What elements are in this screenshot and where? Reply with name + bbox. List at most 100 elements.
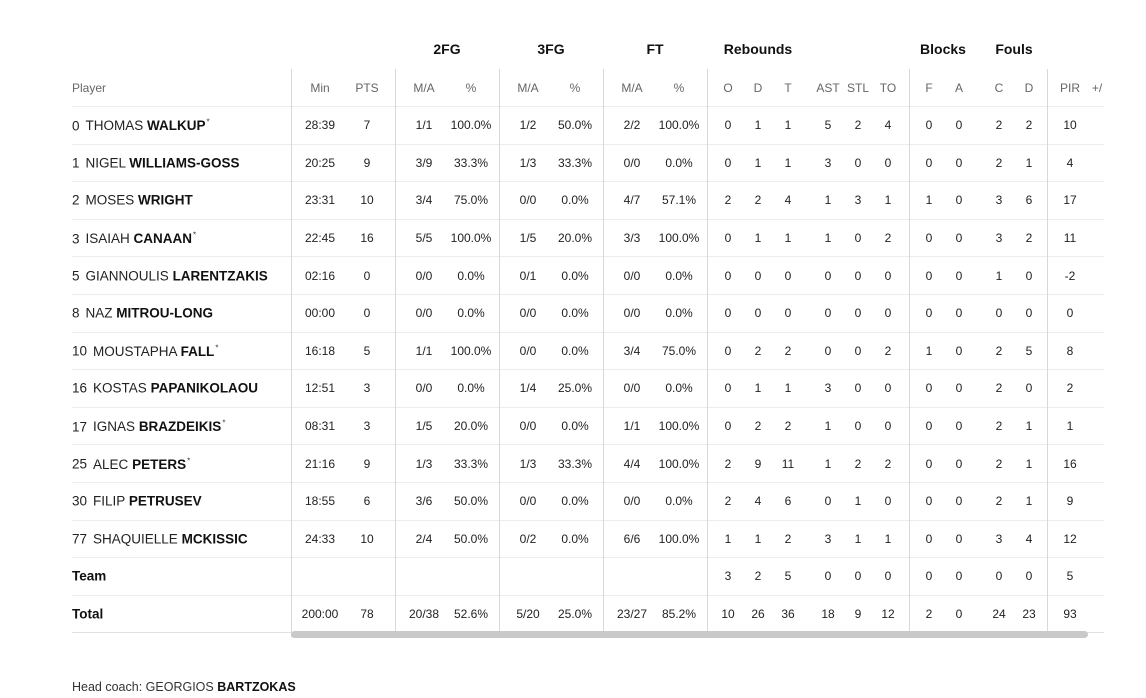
stat-fg3-ma: 0/2 — [519, 531, 537, 546]
total-row: Total 200:00 78 20/38 52.6% 5/20 25.0% 23/27 85.… — [72, 596, 1104, 634]
player-name[interactable]: 8 NAZ MITROU-LONG — [72, 306, 213, 321]
player-name[interactable]: 25 ALEC PETERS* — [72, 456, 190, 472]
player-name[interactable]: 10 MOUSTAPHA FALL* — [72, 343, 218, 359]
stat-pir: 8 — [1066, 343, 1074, 358]
stat-fg2-pct: 50.0% — [453, 494, 489, 509]
table-row[interactable]: 5 GIANNOULIS LARENTZAKIS 02:16 0 0/0 0.0% 0/1 0… — [72, 257, 1104, 295]
stat-blk-a: 0 — [955, 419, 963, 434]
stat-stl: 2 — [854, 456, 862, 471]
player-last-name: PETRUSEV — [128, 493, 202, 509]
col-header-ft-pct[interactable]: % — [673, 81, 685, 95]
player-first-name: KOSTAS — [93, 380, 147, 396]
col-header-foul-d[interactable]: D — [1024, 81, 1034, 95]
stat-min: 200:00 — [301, 607, 339, 622]
col-header-fg3-pct[interactable]: % — [569, 81, 581, 95]
stat-reb-t: 1 — [784, 155, 792, 170]
stat-fg3-pct: 0.0% — [561, 343, 589, 358]
col-header-reb-o[interactable]: O — [723, 81, 733, 95]
stat-foul-d: 4 — [1025, 531, 1033, 546]
stat-fg2-ma: 1/3 — [415, 456, 433, 471]
player-name[interactable]: 2 MOSES WRIGHT — [72, 193, 193, 208]
col-header-fg2-ma[interactable]: M/A — [413, 81, 435, 95]
stat-fg2-ma: 1/1 — [415, 343, 433, 358]
stat-ft-pct: 85.2% — [661, 607, 697, 622]
stat-ft-ma: 6/6 — [623, 531, 641, 546]
horizontal-scrollbar[interactable] — [291, 631, 1088, 638]
col-header-ast[interactable]: AST — [816, 81, 840, 95]
player-last-name: FALL — [180, 343, 215, 359]
stat-min: 22:45 — [304, 231, 336, 246]
stat-fg2-pct: 100.0% — [450, 118, 492, 133]
table-row[interactable]: 30 FILIP PETRUSEV 18:55 6 3/6 50.0% 0/0 0.0% 0/0… — [72, 483, 1104, 521]
stat-to: 0 — [884, 306, 892, 321]
player-number: 0 — [72, 118, 80, 134]
stat-reb-t: 0 — [784, 268, 792, 283]
col-header-pir[interactable]: PIR — [1059, 81, 1081, 95]
col-header-blk-a[interactable]: A — [954, 81, 964, 95]
stat-ast: 0 — [824, 268, 832, 283]
player-name[interactable]: 0 THOMAS WALKUP* — [72, 118, 210, 134]
stat-ast: 3 — [824, 381, 832, 396]
table-row[interactable]: 17 IGNAS BRAZDEIKIS* 08:31 3 1/5 20.0% 0/0 0.0%… — [72, 408, 1104, 446]
player-last-name: WILLIAMS-GOSS — [129, 155, 240, 171]
stat-fg2-pct: 100.0% — [450, 343, 492, 358]
player-name[interactable]: 17 IGNAS BRAZDEIKIS* — [72, 418, 225, 434]
player-name[interactable]: 3 ISAIAH CANAAN* — [72, 230, 196, 246]
col-header-fg3-ma[interactable]: M/A — [517, 81, 539, 95]
stat-foul-c: 0 — [995, 569, 1003, 584]
player-name[interactable]: 1 NIGEL WILLIAMS-GOSS — [72, 155, 240, 170]
col-header-ft-ma[interactable]: M/A — [621, 81, 643, 95]
stat-reb-t: 2 — [784, 419, 792, 434]
total-row-label: Total — [72, 606, 104, 622]
player-first-name: MOSES — [85, 192, 135, 208]
stat-pir: 5 — [1066, 569, 1074, 584]
stat-reb-o: 2 — [724, 456, 732, 471]
col-header-reb-d[interactable]: D — [753, 81, 763, 95]
col-header-stl[interactable]: STL — [846, 81, 870, 95]
stat-reb-o: 0 — [724, 419, 732, 434]
table-row[interactable]: 25 ALEC PETERS* 21:16 9 1/3 33.3% 1/3 33.3% 4/4 1… — [72, 445, 1104, 483]
col-header-reb-t[interactable]: T — [784, 81, 792, 95]
player-first-name: ALEC — [93, 456, 129, 472]
table-row[interactable]: 1 NIGEL WILLIAMS-GOSS 20:25 9 3/9 33.3% 1/3 33.… — [72, 145, 1104, 183]
col-header-blk-f[interactable]: F — [925, 81, 933, 95]
table-row[interactable]: 3 ISAIAH CANAAN* 22:45 16 5/5 100.0% 1/5 20.0% 3… — [72, 220, 1104, 258]
stat-blk-f: 0 — [925, 494, 933, 509]
col-header-foul-c[interactable]: C — [994, 81, 1004, 95]
column-divider — [395, 69, 396, 637]
player-last-name: LARENTZAKIS — [172, 268, 268, 284]
stat-foul-d: 0 — [1025, 569, 1033, 584]
table-row[interactable]: 16 KOSTAS PAPANIKOLAOU 12:51 3 0/0 0.0% 1/4 25.… — [72, 370, 1104, 408]
table-row[interactable]: 0 THOMAS WALKUP* 28:39 7 1/1 100.0% 1/2 50.0% 2/… — [72, 107, 1104, 145]
player-name[interactable]: 16 KOSTAS PAPANIKOLAOU — [72, 381, 258, 396]
stat-reb-d: 1 — [754, 118, 762, 133]
stat-stl: 2 — [854, 118, 862, 133]
col-header-pts[interactable]: PTS — [355, 81, 379, 95]
player-name[interactable]: 77 SHAQUIELLE MCKISSIC — [72, 531, 248, 546]
stat-foul-c: 3 — [995, 231, 1003, 246]
player-last-name: CANAAN — [133, 230, 193, 246]
stat-fg3-pct: 0.0% — [561, 306, 589, 321]
stat-foul-c: 2 — [995, 494, 1003, 509]
stat-pir: 4 — [1066, 155, 1074, 170]
stat-reb-t: 5 — [784, 569, 792, 584]
col-header-plus-minus[interactable]: +/ — [1091, 81, 1103, 95]
player-name[interactable]: 30 FILIP PETRUSEV — [72, 494, 202, 509]
table-row[interactable]: 8 NAZ MITROU-LONG 00:00 0 0/0 0.0% 0/0 0.0% 0/0 0… — [72, 295, 1104, 333]
stat-ft-ma: 4/4 — [623, 456, 641, 471]
starter-marker: * — [206, 117, 210, 127]
stat-to: 12 — [881, 607, 895, 622]
table-row[interactable]: 10 MOUSTAPHA FALL* 16:18 5 1/1 100.0% 0/0 0.0% 3… — [72, 333, 1104, 371]
table-row[interactable]: 2 MOSES WRIGHT 23:31 10 3/4 75.0% 0/0 0.0% 4/7 57… — [72, 182, 1104, 220]
stat-reb-t: 1 — [784, 381, 792, 396]
col-header-min[interactable]: Min — [310, 81, 330, 95]
stat-fg3-pct: 33.3% — [557, 456, 593, 471]
stat-reb-o: 0 — [724, 155, 732, 170]
player-name[interactable]: 5 GIANNOULIS LARENTZAKIS — [72, 268, 268, 283]
col-header-fg2-pct[interactable]: % — [465, 81, 477, 95]
stat-fg2-pct: 33.3% — [453, 456, 489, 471]
stat-ft-pct: 100.0% — [658, 419, 700, 434]
col-header-to[interactable]: TO — [879, 81, 897, 95]
group-rebounds: Rebounds — [723, 41, 793, 57]
table-row[interactable]: 77 SHAQUIELLE MCKISSIC 24:33 10 2/4 50.0% 0/2 0… — [72, 521, 1104, 559]
